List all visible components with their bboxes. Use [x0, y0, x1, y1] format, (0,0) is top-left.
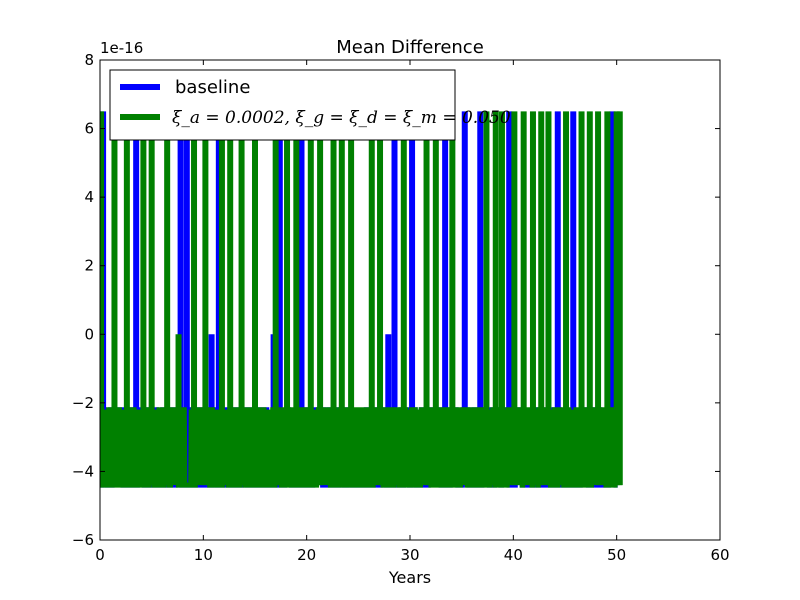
legend-label-baseline: baseline: [175, 77, 250, 98]
y-tick-label: 4: [84, 188, 94, 206]
y-tick-label: 2: [84, 257, 94, 275]
legend-label-xi: ξ_a = 0.0002, ξ_g = ξ_d = ξ_m = 0.050: [172, 108, 511, 128]
ticks-layer: 0 10 20 30 40 50 60 −6 −4 −2 0 2 4 6 8: [72, 51, 730, 564]
x-tick-label: 30: [400, 546, 419, 564]
x-tick-label: 60: [710, 546, 729, 564]
x-tick-label: 50: [607, 546, 626, 564]
series-xi-params: [100, 111, 623, 488]
y-tick-label: −4: [72, 462, 94, 480]
x-axis-label: Years: [388, 568, 431, 587]
y-tick-label: −6: [72, 531, 94, 549]
x-tick-label: 20: [297, 546, 316, 564]
y-axis-scale-label: 1e-16: [100, 39, 143, 57]
x-tick-label: 40: [504, 546, 523, 564]
series-layer: [100, 111, 623, 488]
y-tick-label: −2: [72, 394, 94, 412]
legend-frame: [109, 69, 456, 141]
y-tick-label: 6: [84, 120, 94, 138]
legend: baseline ξ_a = 0.0002, ξ_g = ξ_d = ξ_m =…: [109, 69, 511, 141]
x-tick-label: 0: [95, 546, 105, 564]
x-tick-label: 10: [194, 546, 213, 564]
chart-title: Mean Difference: [336, 37, 484, 58]
y-tick-label: 0: [84, 325, 94, 343]
y-tick-label: 8: [84, 51, 94, 69]
